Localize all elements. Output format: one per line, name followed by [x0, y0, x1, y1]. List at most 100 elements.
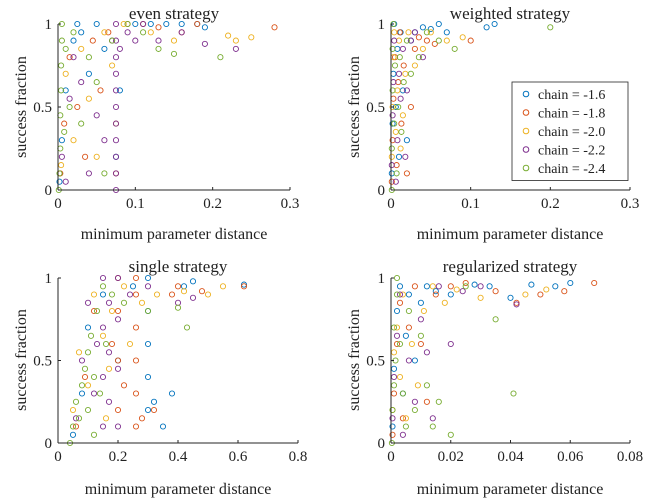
- data-point: [391, 29, 398, 36]
- data-point: [58, 137, 65, 144]
- data-point: [443, 37, 450, 44]
- data-point: [112, 120, 120, 127]
- data-point: [132, 357, 140, 364]
- y-tick-label: 1: [45, 271, 53, 287]
- data-point: [74, 20, 81, 28]
- data-point: [392, 178, 399, 185]
- data-point: [398, 128, 405, 135]
- data-point: [411, 283, 418, 290]
- data-point: [204, 291, 212, 298]
- data-point: [69, 423, 77, 430]
- data-point: [528, 281, 535, 288]
- data-point: [178, 20, 185, 28]
- data-point: [232, 45, 239, 52]
- data-point: [114, 365, 122, 372]
- data-point: [391, 62, 399, 69]
- data-point: [513, 299, 520, 306]
- data-point: [486, 283, 493, 290]
- data-point: [105, 349, 113, 356]
- data-point: [240, 283, 248, 290]
- data-point: [112, 87, 120, 94]
- data-point: [547, 24, 554, 31]
- data-point: [414, 382, 421, 389]
- data-point: [144, 373, 152, 381]
- data-point: [420, 307, 427, 315]
- data-point: [393, 324, 401, 331]
- data-point: [201, 40, 208, 47]
- data-point: [189, 294, 197, 301]
- data-point: [89, 37, 96, 44]
- data-point: [423, 37, 430, 44]
- data-point: [232, 37, 239, 44]
- data-point: [132, 423, 140, 430]
- data-point: [271, 24, 278, 31]
- legend-marker: [522, 127, 530, 135]
- data-point: [66, 103, 73, 111]
- data-point: [419, 24, 426, 31]
- data-point: [96, 390, 104, 397]
- legend-marker: [522, 164, 530, 172]
- data-point: [78, 357, 86, 364]
- x-tick-label: 0.3: [281, 196, 300, 212]
- data-point: [168, 390, 176, 397]
- data-point: [411, 29, 418, 36]
- data-point: [72, 423, 80, 430]
- data-point: [543, 286, 550, 293]
- data-point: [132, 390, 140, 397]
- data-point: [81, 373, 89, 381]
- data-point: [178, 29, 185, 36]
- data-point: [112, 137, 120, 144]
- data-point: [144, 283, 152, 290]
- data-point: [101, 29, 108, 36]
- data-point: [132, 20, 139, 28]
- data-point: [423, 382, 430, 389]
- x-tick-label: 0.6: [229, 449, 248, 465]
- x-tick-label: 0: [54, 196, 62, 212]
- plot-area: [391, 278, 630, 443]
- x-axis-label: minimum parameter distance: [81, 226, 268, 243]
- y-axis-label: success fraction: [13, 56, 30, 158]
- data-point: [58, 37, 65, 44]
- data-point: [69, 406, 77, 414]
- data-point: [217, 54, 224, 61]
- data-point: [93, 340, 101, 348]
- data-point: [108, 340, 116, 348]
- data-point: [112, 20, 120, 28]
- data-point: [163, 20, 170, 28]
- data-point: [138, 415, 146, 422]
- data-point: [388, 178, 395, 185]
- x-tick-label: 0: [387, 449, 395, 465]
- data-point: [391, 120, 398, 127]
- data-point: [492, 288, 499, 295]
- data-point: [391, 37, 398, 44]
- data-point: [129, 283, 137, 290]
- data-point: [85, 170, 92, 177]
- data-point: [90, 373, 98, 381]
- data-point: [396, 299, 404, 306]
- data-point: [102, 415, 110, 422]
- data-point: [429, 283, 436, 290]
- x-axis-label: minimum parameter distance: [85, 481, 272, 498]
- y-tick-label: 0.5: [366, 354, 385, 370]
- data-point: [427, 29, 434, 36]
- data-point: [66, 95, 73, 102]
- data-point: [423, 29, 430, 36]
- data-point: [99, 423, 107, 430]
- data-point: [240, 281, 248, 288]
- series-5: [388, 20, 554, 194]
- data-point: [87, 332, 95, 339]
- data-point: [114, 316, 122, 323]
- data-point: [102, 340, 110, 348]
- data-point: [99, 291, 107, 298]
- data-point: [411, 62, 418, 69]
- data-point: [492, 316, 499, 323]
- data-point: [483, 24, 490, 31]
- data-point: [395, 103, 402, 111]
- legend-marker: [522, 109, 530, 116]
- data-point: [491, 20, 498, 28]
- data-point: [395, 70, 403, 77]
- data-point: [114, 406, 122, 414]
- data-point: [62, 87, 69, 94]
- data-point: [397, 145, 404, 152]
- data-point: [396, 373, 404, 381]
